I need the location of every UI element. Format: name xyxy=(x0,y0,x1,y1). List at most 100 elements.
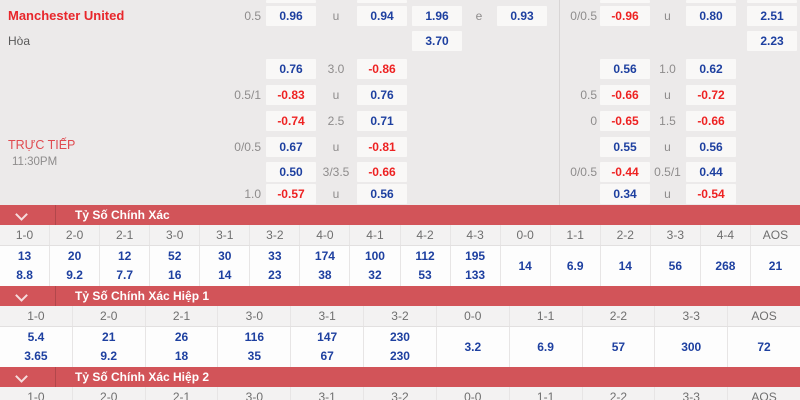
odds-box[interactable]: 0.50 xyxy=(266,162,316,182)
odds-value[interactable]: 195 xyxy=(465,249,486,263)
odds-value[interactable]: 57 xyxy=(611,339,626,354)
odds-box[interactable]: -0.57 xyxy=(266,184,316,204)
score-odds-cell[interactable]: 195 133 xyxy=(449,246,500,286)
odds-box[interactable]: 0.34 xyxy=(600,184,650,204)
odds-box[interactable]: 0.56 xyxy=(357,184,407,204)
odds-box[interactable]: 0.71 xyxy=(357,111,407,131)
score-odds-cell[interactable]: 20 9.2 xyxy=(49,246,99,286)
odds-value[interactable]: 174 xyxy=(314,249,335,263)
odds-box[interactable]: 0.55 xyxy=(600,137,650,157)
odds-box[interactable]: 0.96 xyxy=(266,6,316,26)
odds-box[interactable]: 0.94 xyxy=(357,6,407,26)
odds-box[interactable]: -0.81 xyxy=(357,137,407,157)
odds-value[interactable]: 72 xyxy=(757,339,771,354)
odds-box[interactable]: 2.51 xyxy=(747,6,797,26)
odds-value[interactable]: 12 xyxy=(117,249,132,263)
odds-value[interactable]: 268 xyxy=(715,258,736,273)
score-odds-cell[interactable]: 112 53 xyxy=(399,246,450,286)
odds-value[interactable]: 116 xyxy=(244,330,265,344)
score-odds-cell[interactable]: 12 7.7 xyxy=(99,246,149,286)
section-header-bar[interactable]: Tỷ Số Chính Xác xyxy=(0,205,800,225)
score-odds-cell[interactable]: 174 38 xyxy=(299,246,349,286)
odds-box[interactable]: 0.76 xyxy=(357,85,407,105)
odds-value[interactable]: 3.65 xyxy=(24,349,48,363)
odds-box[interactable]: 0.62 xyxy=(686,59,736,79)
odds-value[interactable]: 147 xyxy=(317,330,338,344)
score-odds-cell[interactable]: 147 67 xyxy=(290,327,363,367)
score-odds-cell[interactable]: 33 23 xyxy=(249,246,299,286)
odds-box[interactable]: -0.83 xyxy=(266,85,316,105)
odds-value[interactable]: 6.9 xyxy=(566,258,584,273)
score-odds-cell[interactable]: 57 xyxy=(581,327,655,367)
score-odds-cell[interactable]: 14 xyxy=(499,246,550,286)
odds-value[interactable]: 9.2 xyxy=(100,349,118,363)
odds-box[interactable]: 2.23 xyxy=(747,31,797,51)
odds-value[interactable]: 230 xyxy=(389,349,410,363)
odds-box[interactable]: 0.56 xyxy=(600,59,650,79)
score-odds-cell[interactable]: 21 xyxy=(749,246,800,286)
odds-value[interactable]: 33 xyxy=(268,249,282,263)
odds-value[interactable]: 21 xyxy=(102,330,116,344)
score-odds-cell[interactable]: 56 xyxy=(649,246,700,286)
score-odds-cell[interactable]: 6.9 xyxy=(508,327,582,367)
odds-value[interactable]: 3.2 xyxy=(464,339,482,354)
odds-value[interactable]: 16 xyxy=(168,268,182,282)
odds-box[interactable]: -0.44 xyxy=(600,162,650,182)
odds-box[interactable]: -0.66 xyxy=(600,85,650,105)
odds-box[interactable]: -0.72 xyxy=(686,85,736,105)
odds-box[interactable]: -0.74 xyxy=(266,111,316,131)
score-odds-cell[interactable]: 26 18 xyxy=(144,327,218,367)
odds-box[interactable]: -0.86 xyxy=(357,59,407,79)
odds-value[interactable]: 5.4 xyxy=(27,330,45,344)
odds-value[interactable]: 9.2 xyxy=(66,268,83,282)
section-header-bar[interactable]: Tỷ Số Chính Xác Hiệp 1 xyxy=(0,286,800,306)
odds-value[interactable]: 20 xyxy=(67,249,82,263)
odds-box[interactable]: 0.93 xyxy=(497,6,547,26)
score-odds-cell[interactable]: 30 14 xyxy=(199,246,249,286)
score-odds-cell[interactable]: 5.4 3.65 xyxy=(0,327,72,367)
score-odds-cell[interactable]: 6.9 xyxy=(549,246,600,286)
odds-box[interactable]: 3.70 xyxy=(412,31,462,51)
odds-value[interactable]: 32 xyxy=(368,268,382,282)
odds-box[interactable]: -0.66 xyxy=(357,162,407,182)
score-odds-cell[interactable]: 100 32 xyxy=(349,246,399,286)
odds-value[interactable]: 67 xyxy=(320,349,334,363)
odds-value[interactable]: 53 xyxy=(418,268,432,282)
score-odds-cell[interactable]: 13 8.8 xyxy=(0,246,49,286)
odds-value[interactable]: 7.7 xyxy=(116,268,133,282)
odds-value[interactable]: 35 xyxy=(247,349,262,363)
odds-value[interactable]: 8.8 xyxy=(16,268,33,282)
chevron-down-icon[interactable] xyxy=(15,289,28,302)
odds-box[interactable]: -0.54 xyxy=(686,184,736,204)
odds-box[interactable]: -0.65 xyxy=(600,111,650,131)
odds-box[interactable]: 1.96 xyxy=(412,6,462,26)
odds-value[interactable]: 14 xyxy=(518,258,532,273)
odds-box[interactable]: 0.76 xyxy=(266,59,316,79)
score-odds-cell[interactable]: 52 16 xyxy=(149,246,199,286)
odds-value[interactable]: 38 xyxy=(318,268,332,282)
odds-box[interactable]: 0.67 xyxy=(266,137,316,157)
odds-box[interactable]: 0.56 xyxy=(686,137,736,157)
score-odds-cell[interactable]: 21 9.2 xyxy=(71,327,145,367)
odds-value[interactable]: 18 xyxy=(174,349,189,363)
odds-box[interactable]: 0.44 xyxy=(686,162,736,182)
chevron-down-icon[interactable] xyxy=(15,370,28,383)
odds-value[interactable]: 21 xyxy=(768,258,783,273)
odds-value[interactable]: 100 xyxy=(364,249,385,263)
odds-value[interactable]: 300 xyxy=(681,339,702,354)
odds-value[interactable]: 14 xyxy=(618,258,632,273)
odds-value[interactable]: 112 xyxy=(415,249,435,263)
section-header-bar[interactable]: Tỷ Số Chính Xác Hiệp 2 xyxy=(0,367,800,387)
odds-value[interactable]: 26 xyxy=(174,330,189,344)
score-odds-cell[interactable]: 300 xyxy=(654,327,727,367)
score-odds-cell[interactable]: 14 xyxy=(599,246,650,286)
odds-value[interactable]: 23 xyxy=(268,268,282,282)
odds-value[interactable]: 230 xyxy=(389,330,410,344)
home-team-name[interactable]: Manchester United xyxy=(8,8,125,23)
score-odds-cell[interactable]: 3.2 xyxy=(435,327,509,367)
chevron-down-icon[interactable] xyxy=(15,208,28,221)
score-odds-cell[interactable]: 116 35 xyxy=(217,327,290,367)
odds-value[interactable]: 30 xyxy=(218,249,232,263)
odds-value[interactable]: 52 xyxy=(168,249,182,263)
score-odds-cell[interactable]: 72 xyxy=(727,327,800,367)
